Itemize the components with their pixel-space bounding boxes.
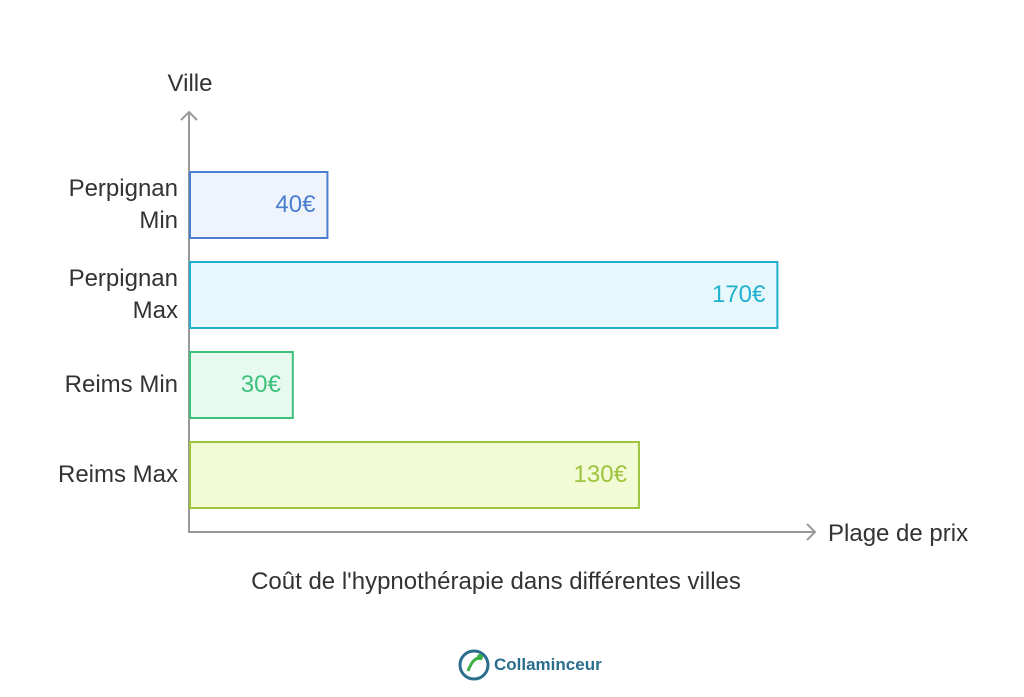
y-tick-label: Reims Min: [64, 371, 178, 398]
axis-lines: [188, 112, 815, 533]
y-tick-label: Reims Max: [57, 461, 178, 488]
value-label: 170€: [711, 281, 766, 308]
bar: [189, 261, 779, 329]
logo-text: Collaminceur: [494, 655, 602, 674]
axes: [180, 110, 817, 541]
logo-icon: [458, 649, 490, 681]
x-arrow: [806, 523, 817, 541]
value-label: 30€: [240, 371, 281, 398]
y-tick-label: Perpignan Min: [68, 175, 178, 234]
bar: [189, 441, 640, 509]
y-tick-label: Perpignan Max: [68, 265, 178, 324]
y-arrow: [180, 110, 198, 121]
chart-title: Coût de l'hypnothérapie dans différentes…: [251, 568, 741, 595]
x-axis-label: Plage de prix: [828, 520, 969, 547]
value-label: 40€: [275, 191, 316, 218]
y-axis-label: Ville: [167, 70, 213, 97]
bar: [189, 171, 329, 239]
bar: [189, 351, 294, 419]
value-label: 130€: [573, 461, 627, 488]
